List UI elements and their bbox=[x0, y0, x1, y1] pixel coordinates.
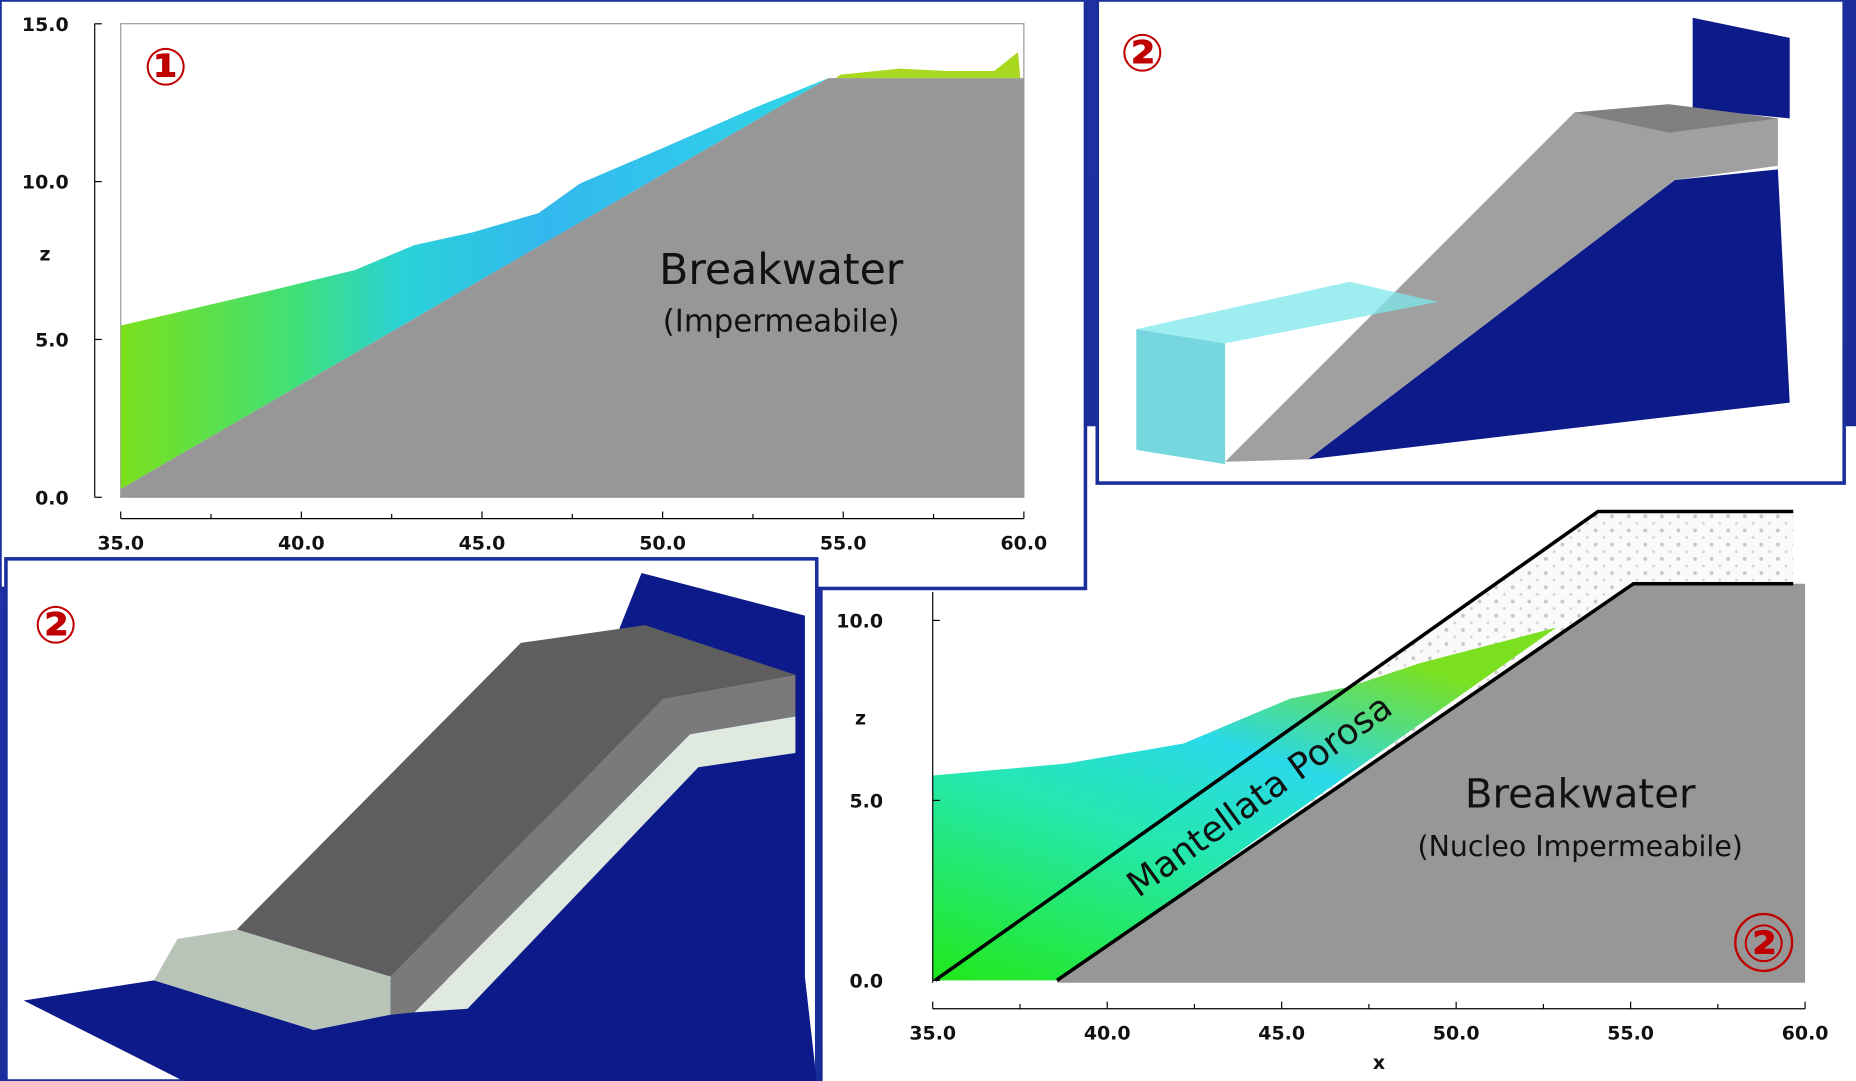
badge: ① bbox=[144, 38, 188, 98]
x-tick-label: 50.0 bbox=[639, 532, 686, 554]
x-tick-label: 55.0 bbox=[820, 532, 867, 554]
water-front bbox=[1136, 329, 1225, 464]
y-axis-label: z bbox=[855, 708, 866, 730]
y-tick-label: 5.0 bbox=[849, 790, 883, 812]
panel-3d-a: ② bbox=[1097, 0, 1844, 483]
x-tick-label: 45.0 bbox=[459, 532, 506, 554]
structure-sublabel: (Impermeabile) bbox=[663, 304, 900, 340]
x-tick-label: 45.0 bbox=[1258, 1023, 1305, 1045]
x-tick-label: 40.0 bbox=[1084, 1023, 1131, 1045]
badge: ② bbox=[34, 596, 78, 656]
x-tick-label: 35.0 bbox=[97, 532, 144, 554]
y-tick-label: 5.0 bbox=[35, 330, 69, 352]
structure-label: Breakwater bbox=[1465, 771, 1696, 817]
y-tick-label: 15.0 bbox=[22, 14, 69, 36]
y-tick-label: 0.0 bbox=[35, 487, 69, 509]
page: {"panels":[ {"badge":"①","label":"Breakw… bbox=[0, 0, 1856, 1081]
x-tick-label: 55.0 bbox=[1607, 1023, 1654, 1045]
structure-label: Breakwater bbox=[659, 245, 904, 295]
x-tick-label: 50.0 bbox=[1433, 1023, 1480, 1045]
structure-sublabel: (Nucleo Impermeabile) bbox=[1418, 830, 1743, 863]
y-tick-label: 0.0 bbox=[849, 970, 883, 992]
x-axis-label: x bbox=[1373, 1052, 1385, 1074]
badge: ② bbox=[1120, 24, 1164, 84]
panel-3d-b: ② bbox=[6, 559, 817, 1081]
x-tick-label: 60.0 bbox=[1782, 1023, 1829, 1045]
x-tick-label: 40.0 bbox=[278, 532, 325, 554]
badge: ② bbox=[1742, 914, 1786, 974]
x-tick-label: 35.0 bbox=[909, 1023, 956, 1045]
y-tick-label: 10.0 bbox=[22, 172, 69, 194]
y-tick-label: 10.0 bbox=[836, 611, 883, 633]
slide: Mantellata Porosa Breakwater (Nucleo Imp… bbox=[0, 0, 1856, 1081]
x-tick-label: 60.0 bbox=[1001, 532, 1048, 554]
panel-impermeable: Breakwater (Impermeabile) z ① 35.0 40.0 45… bbox=[0, 0, 1085, 588]
y-axis-label: z bbox=[39, 243, 50, 265]
